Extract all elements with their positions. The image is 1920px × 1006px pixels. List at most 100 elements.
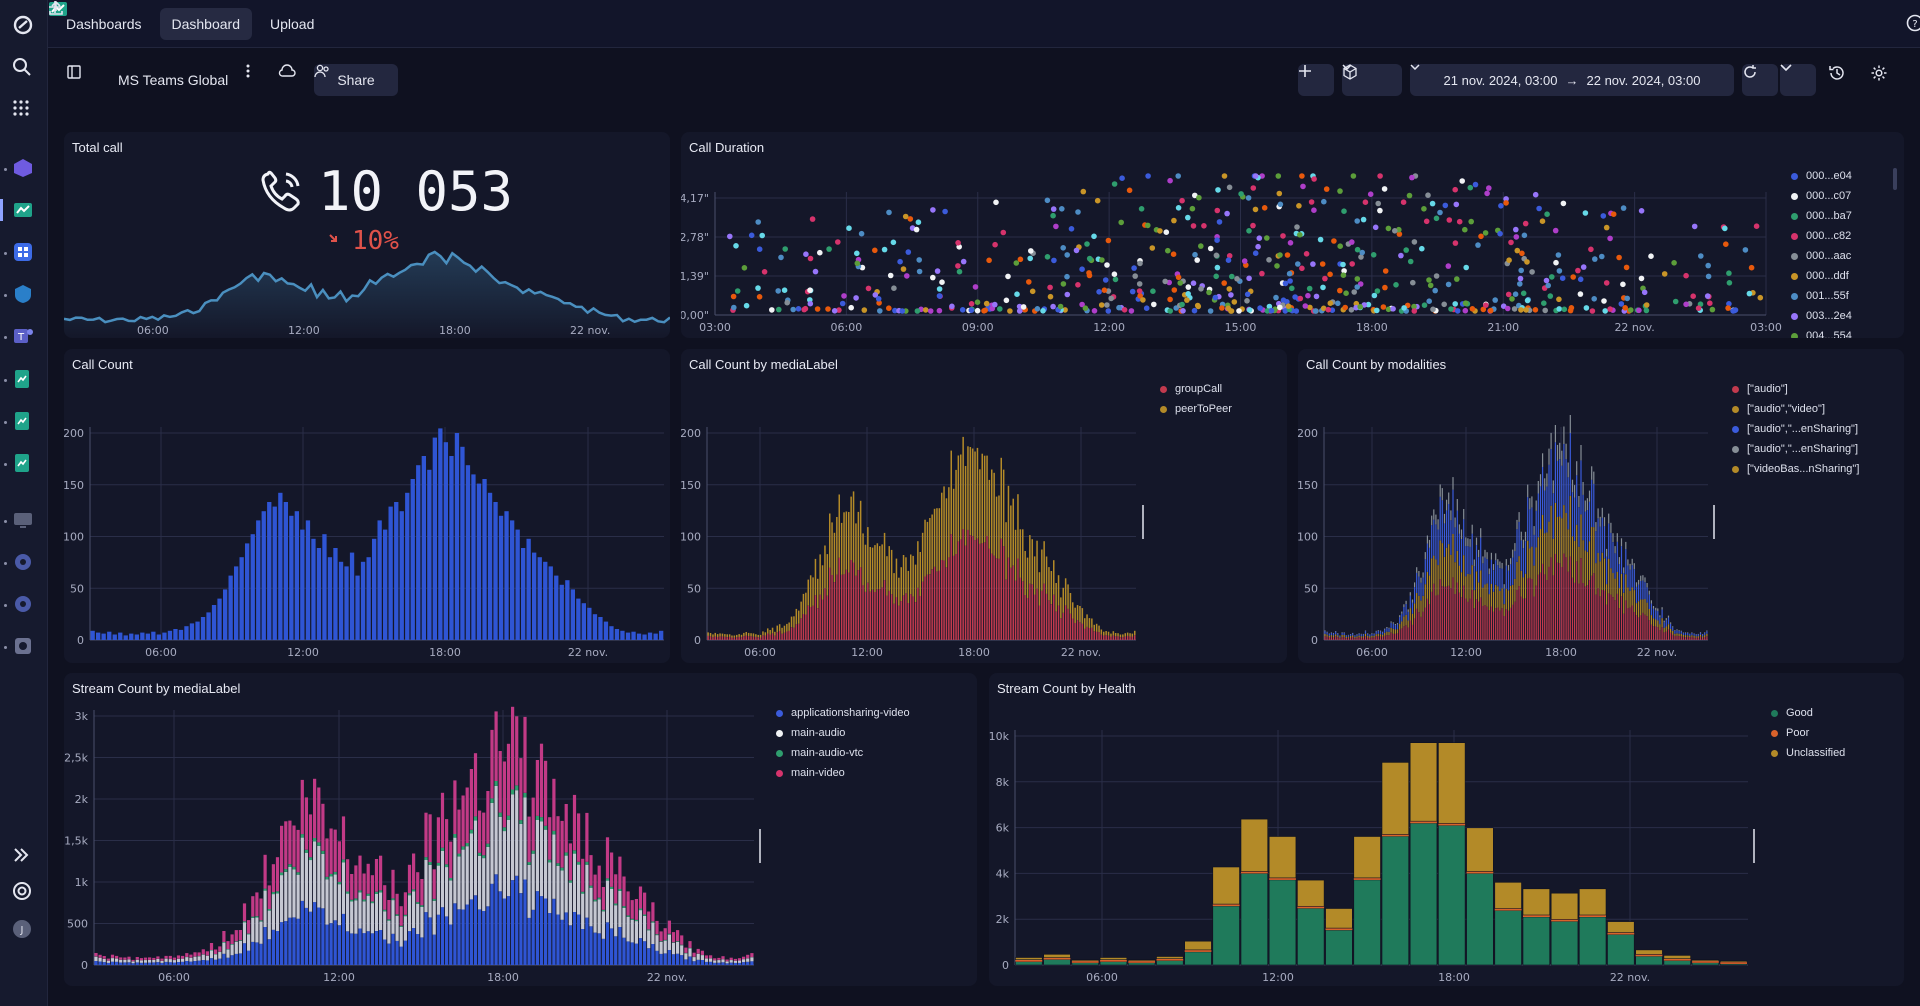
legend-item[interactable]: 000...c82: [1791, 226, 1852, 246]
scatter-point: [1588, 246, 1594, 253]
legend-item[interactable]: 004...554: [1791, 326, 1852, 338]
legend-item[interactable]: applicationsharing-video: [776, 703, 910, 723]
legend-item[interactable]: ["videoBas...nSharing"]: [1732, 459, 1859, 479]
legend-item[interactable]: 001...55f: [1791, 286, 1852, 306]
legend-item[interactable]: 000...ddf: [1791, 266, 1852, 286]
bar: [457, 809, 461, 854]
bar: [1657, 611, 1659, 621]
legend-item[interactable]: ["audio","video"]: [1732, 399, 1859, 419]
bar: [1326, 632, 1328, 635]
add-tile-button[interactable]: [1298, 64, 1334, 96]
share-button[interactable]: Share: [314, 64, 398, 96]
more-options-icon[interactable]: [246, 64, 266, 96]
cloud-sync-icon[interactable]: [278, 64, 302, 96]
notebook-app-icon-2[interactable]: [12, 410, 36, 434]
timeframe-selector[interactable]: 21 nov. 2024, 03:00 → 22 nov. 2024, 03:0…: [1410, 64, 1734, 96]
y-tick-label: 4k: [996, 867, 1010, 880]
tile-stream-count-health[interactable]: Stream Count by Health 0 2k 4k 6k 8k 10k 06:00…: [989, 673, 1904, 986]
bar: [755, 634, 757, 637]
gear-icon[interactable]: [1870, 64, 1900, 96]
legend-item[interactable]: ["audio","...enSharing"]: [1732, 439, 1859, 459]
legend-scrollbar[interactable]: [1893, 168, 1897, 190]
legend-item[interactable]: 000...e04: [1791, 166, 1852, 186]
bar: [924, 519, 926, 577]
legend-item[interactable]: 000...c07: [1791, 186, 1852, 206]
legend-item[interactable]: Good: [1771, 703, 1845, 723]
app-logo-icon[interactable]: [12, 14, 36, 38]
scatter-point: [1705, 273, 1712, 280]
bar: [879, 546, 881, 590]
bar: [733, 958, 737, 961]
tile-call-count-medialabel[interactable]: Call Count by mediaLabel 0 50 100 150 200 06:…: [681, 349, 1287, 663]
history-icon[interactable]: [1828, 64, 1858, 96]
bar: [1691, 633, 1693, 636]
notebook-app-icon-3[interactable]: [12, 452, 36, 476]
legend-item[interactable]: main-video: [776, 763, 910, 783]
tile-call-count[interactable]: Call Count 0 50 100 150 200 06:00 12:00 18:00 22…: [64, 349, 670, 663]
bar: [601, 909, 605, 912]
dashboards-app-icon[interactable]: [12, 199, 36, 223]
bar: [1375, 636, 1377, 640]
teams-app-icon[interactable]: T: [12, 325, 36, 349]
tab-dashboards[interactable]: Dashboards: [49, 2, 154, 40]
bar: [714, 636, 716, 640]
expand-sidebar-icon[interactable]: [12, 846, 36, 870]
bar: [1325, 928, 1353, 931]
bar: [1093, 631, 1095, 640]
legend-item[interactable]: peerToPeer: [1160, 399, 1232, 419]
bar: [201, 954, 205, 960]
legend-item[interactable]: Poor: [1771, 723, 1845, 743]
bar: [523, 716, 527, 793]
notebook-app-icon[interactable]: [12, 368, 36, 392]
bar: [1627, 565, 1629, 588]
scatter-point: [891, 285, 897, 291]
legend-item[interactable]: 003...2e4: [1791, 306, 1852, 326]
bar: [333, 871, 337, 875]
tile-total-call[interactable]: Total call 10 053 10% 06:00 12:00 18:00 …: [64, 132, 670, 338]
gear-app-icon[interactable]: [12, 551, 36, 575]
toggle-layout-icon[interactable]: [66, 64, 94, 96]
legend-item[interactable]: 000...aac: [1791, 246, 1852, 266]
refresh-options-dropdown[interactable]: [1780, 64, 1816, 96]
scatter-point: [1236, 308, 1242, 314]
help-lifebuoy-icon[interactable]: [12, 881, 36, 905]
settings-app-icon[interactable]: [12, 593, 36, 617]
user-avatar[interactable]: J: [12, 919, 36, 943]
bar: [1337, 633, 1339, 634]
bar: [1424, 552, 1426, 560]
bar: [692, 952, 696, 957]
tile-stream-count-medialabel[interactable]: Stream Count by mediaLabel 0 500 1k 1,5k 2k 2…: [64, 673, 977, 986]
refresh-button[interactable]: [1742, 64, 1778, 96]
legend-item[interactable]: 000...ba7: [1791, 206, 1852, 226]
legend-item[interactable]: main-audio-vtc: [776, 743, 910, 763]
cube-app-icon[interactable]: [12, 157, 36, 181]
tile-call-duration[interactable]: Call Duration 0,00" 1,39" 2,78" 4,17" 03:00 0…: [681, 132, 1904, 338]
segments-dropdown[interactable]: [1342, 64, 1402, 96]
tab-upload[interactable]: Upload: [49, 0, 326, 40]
bar: [1667, 615, 1670, 618]
legend-item[interactable]: Unclassified: [1771, 743, 1845, 763]
monitor-app-icon[interactable]: [12, 509, 36, 533]
legend-item[interactable]: main-audio: [776, 723, 910, 743]
bar: [1623, 567, 1625, 573]
dashboard-name[interactable]: MS Teams Global: [118, 72, 229, 88]
bar: [1552, 493, 1554, 539]
scatter-point: [922, 307, 929, 313]
bar: [493, 502, 498, 640]
legend-item[interactable]: ["audio","...enSharing"]: [1732, 419, 1859, 439]
bar: [1492, 570, 1495, 592]
bar: [605, 837, 610, 879]
tab-new-dashboard[interactable]: Dashboard: [49, 1, 252, 40]
scatter-point: [759, 232, 765, 239]
tile-call-count-modalities[interactable]: Call Count by modalities 0 50 100 150 200 06:…: [1298, 349, 1904, 663]
shield-app-icon[interactable]: [12, 283, 36, 307]
bar: [1544, 490, 1546, 534]
legend-item[interactable]: groupCall: [1160, 379, 1232, 399]
search-icon[interactable]: [12, 57, 36, 81]
scatter-point: [1167, 177, 1173, 184]
grid-app-icon[interactable]: [12, 241, 36, 265]
bar: [781, 627, 783, 634]
module-app-icon[interactable]: [12, 635, 36, 659]
apps-grid-icon[interactable]: [12, 99, 36, 123]
legend-item[interactable]: ["audio"]: [1732, 379, 1859, 399]
